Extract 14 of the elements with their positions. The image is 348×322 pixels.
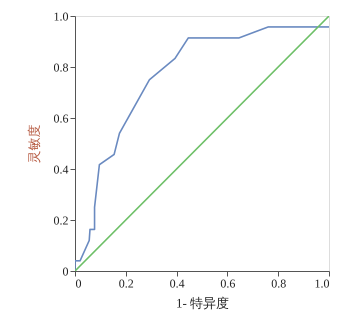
x-tick-label: 0.4 [170,276,185,290]
y-tick-label: 0.4 [54,162,68,176]
y-tick-label: 0.2 [54,214,68,228]
x-axis-title: 1- 特异度 [176,296,230,310]
y-tick-label: 0.8 [54,60,68,74]
y-tick-label: 1.0 [54,10,68,24]
x-tick-label: 0.6 [220,276,236,290]
y-tick-label: 0 [62,264,68,278]
x-tick-label: 0.8 [271,276,286,290]
y-tick-label: 0.6 [54,112,68,126]
y-axis-title: 灵敏度 [26,124,42,164]
x-tick-label: 0 [76,276,82,290]
x-tick-label: 0.2 [118,276,134,290]
x-tick-label: 1.0 [314,276,330,290]
